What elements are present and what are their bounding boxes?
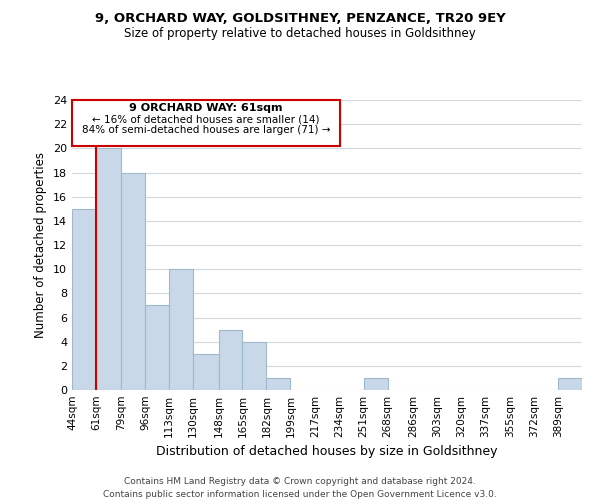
Bar — [96, 148, 121, 390]
Bar — [193, 354, 218, 390]
Bar — [242, 342, 266, 390]
Text: 84% of semi-detached houses are larger (71) →: 84% of semi-detached houses are larger (… — [82, 126, 330, 136]
Text: Contains public sector information licensed under the Open Government Licence v3: Contains public sector information licen… — [103, 490, 497, 499]
Bar — [169, 269, 193, 390]
Bar — [266, 378, 290, 390]
FancyBboxPatch shape — [72, 100, 340, 146]
Bar — [218, 330, 242, 390]
Text: ← 16% of detached houses are smaller (14): ← 16% of detached houses are smaller (14… — [92, 114, 320, 124]
Y-axis label: Number of detached properties: Number of detached properties — [34, 152, 47, 338]
Text: Size of property relative to detached houses in Goldsithney: Size of property relative to detached ho… — [124, 28, 476, 40]
X-axis label: Distribution of detached houses by size in Goldsithney: Distribution of detached houses by size … — [156, 446, 498, 458]
Bar — [145, 306, 169, 390]
Text: 9, ORCHARD WAY, GOLDSITHNEY, PENZANCE, TR20 9EY: 9, ORCHARD WAY, GOLDSITHNEY, PENZANCE, T… — [95, 12, 505, 26]
Bar — [364, 378, 388, 390]
Bar — [72, 209, 96, 390]
Bar — [121, 172, 145, 390]
Text: Contains HM Land Registry data © Crown copyright and database right 2024.: Contains HM Land Registry data © Crown c… — [124, 478, 476, 486]
Text: 9 ORCHARD WAY: 61sqm: 9 ORCHARD WAY: 61sqm — [129, 103, 283, 113]
Bar — [558, 378, 582, 390]
